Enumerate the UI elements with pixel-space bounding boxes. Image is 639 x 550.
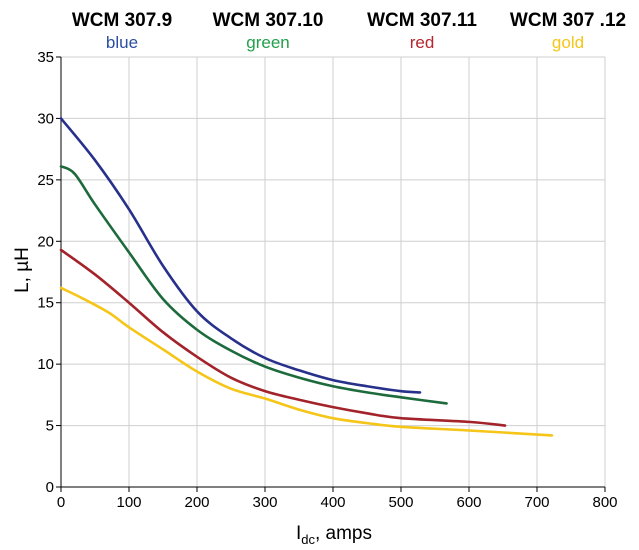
legend-series-name: WCM 307.10 — [213, 10, 324, 31]
y-tick-label: 25 — [37, 172, 54, 189]
y-tick-label: 15 — [37, 295, 54, 312]
series-lines — [59, 117, 554, 437]
legend-series-name: WCM 307 .12 — [510, 10, 626, 31]
y-tick-label: 35 — [37, 49, 54, 66]
grid-lines — [61, 56, 606, 487]
series-line-blue — [59, 117, 422, 394]
x-tick-label: 700 — [524, 494, 549, 511]
x-tick-label: 300 — [252, 494, 277, 511]
x-axis-label-subscript: dc — [301, 532, 315, 547]
x-tick-label: 400 — [320, 494, 345, 511]
y-tick-label: 20 — [37, 233, 54, 250]
y-tick-label: 30 — [37, 110, 54, 127]
axes: 0 100 200 300 400 500 600 700 800 0 5 10 15 20 25 30 35 — [37, 49, 617, 511]
legend-series-name: WCM 307.9 — [72, 10, 172, 31]
x-tick-label: 600 — [456, 494, 481, 511]
legend-color-name: gold — [552, 33, 584, 52]
x-axis-label: Idc, amps — [296, 523, 372, 547]
y-tick-label: 5 — [46, 418, 54, 435]
x-tick-label: 800 — [592, 494, 617, 511]
y-tick-label: 10 — [37, 356, 54, 373]
series-line-red — [59, 248, 507, 427]
series-line-gold — [59, 286, 554, 437]
legend-color-name: red — [410, 33, 435, 52]
x-tick-label: 200 — [184, 494, 209, 511]
legend-series-name: WCM 307.11 — [367, 10, 477, 31]
x-tick-label: 0 — [57, 494, 65, 511]
legend-color-name: green — [246, 33, 289, 52]
y-tick-label: 0 — [46, 479, 54, 496]
x-tick-label: 500 — [388, 494, 413, 511]
x-tick-label: 100 — [116, 494, 141, 511]
series-line-green — [59, 165, 448, 405]
legend: WCM 307.9 blue WCM 307.10 green WCM 307.11 re… — [72, 10, 626, 52]
legend-color-name: blue — [106, 33, 138, 52]
y-axis-label: L, µH — [12, 247, 33, 293]
